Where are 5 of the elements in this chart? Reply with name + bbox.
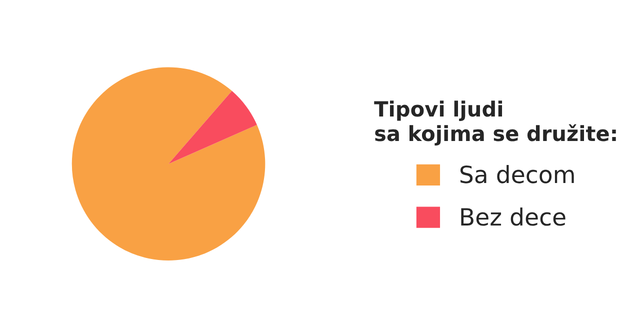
legend-label: Sa decom	[460, 165, 574, 184]
pie-slice	[168, 90, 257, 164]
legend-title: Tipovi ljudi sa kojima se družite:	[374, 100, 616, 146]
pie-slice	[72, 67, 266, 260]
legend-label: Bez dece	[461, 208, 566, 226]
